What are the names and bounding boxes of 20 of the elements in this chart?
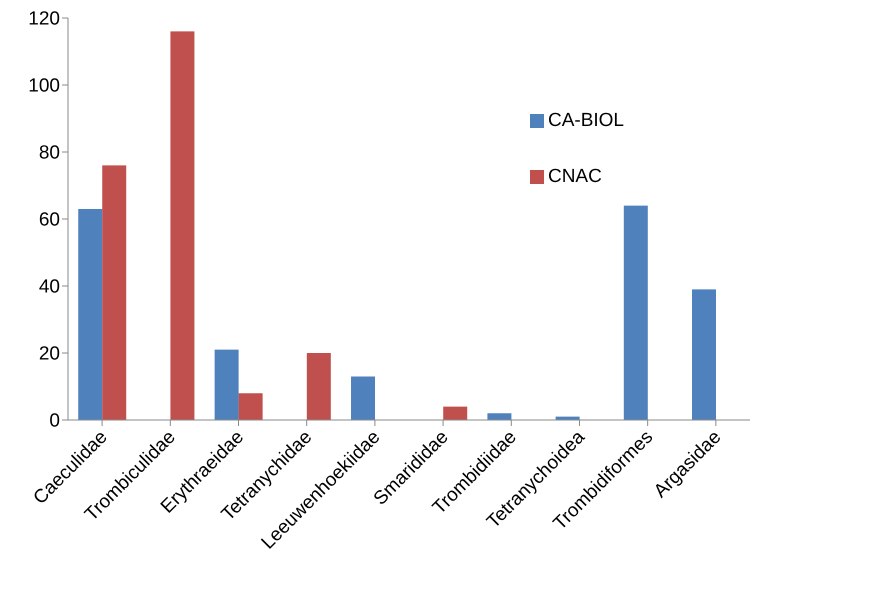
y-tick-label: 40 [38, 276, 60, 298]
y-tick-label: 0 [49, 410, 60, 432]
bar [443, 406, 468, 420]
bar [102, 165, 126, 420]
legend-label: CA-BIOL [548, 110, 624, 131]
bar [692, 289, 716, 420]
bar [214, 350, 239, 420]
y-tick-label: 100 [28, 76, 60, 97]
legend-label: CNAC [548, 166, 602, 187]
bar [624, 206, 648, 420]
bar [170, 31, 194, 420]
y-tick-label: 60 [38, 210, 60, 231]
bar [78, 208, 102, 420]
bar [238, 393, 263, 420]
y-tick-label: 20 [38, 344, 60, 365]
bar [351, 376, 376, 420]
bar [306, 353, 331, 420]
bar [487, 413, 512, 420]
y-tick-label: 120 [28, 8, 60, 30]
y-tick-label: 80 [38, 142, 60, 164]
